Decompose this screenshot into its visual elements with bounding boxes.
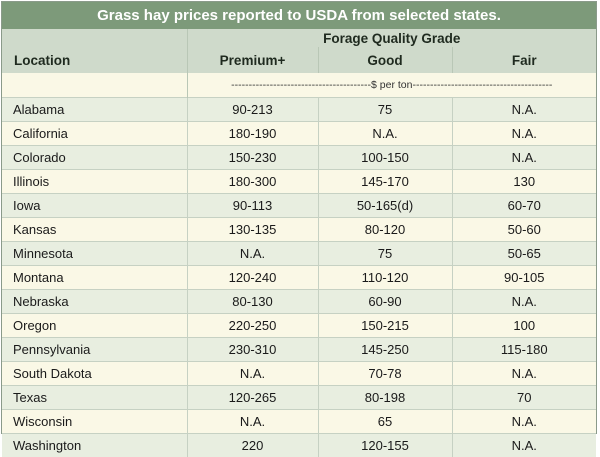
premium-cell: 220	[187, 434, 318, 457]
good-cell: 75	[318, 242, 452, 266]
fair-cell: N.A.	[452, 290, 596, 314]
fair-cell: N.A.	[452, 410, 596, 434]
units-label: ----------------------------------------…	[187, 73, 596, 98]
location-cell: Wisconsin	[2, 410, 187, 434]
fair-cell: N.A.	[452, 362, 596, 386]
premium-cell: 90-113	[187, 194, 318, 218]
fair-cell: N.A.	[452, 98, 596, 122]
good-cell: 150-215	[318, 314, 452, 338]
premium-header: Premium+	[187, 47, 318, 73]
good-cell: 100-150	[318, 146, 452, 170]
fair-cell: 100	[452, 314, 596, 338]
fair-cell: 70	[452, 386, 596, 410]
good-header: Good	[318, 47, 452, 73]
premium-cell: 180-300	[187, 170, 318, 194]
good-cell: 60-90	[318, 290, 452, 314]
location-cell: Minnesota	[2, 242, 187, 266]
hay-price-table-frame: Grass hay prices reported to USDA from s…	[1, 1, 597, 434]
fair-header: Fair	[452, 47, 596, 73]
premium-cell: 80-130	[187, 290, 318, 314]
premium-cell: 90-213	[187, 98, 318, 122]
premium-cell: N.A.	[187, 362, 318, 386]
good-cell: 145-170	[318, 170, 452, 194]
good-cell: 120-155	[318, 434, 452, 457]
premium-cell: 120-265	[187, 386, 318, 410]
fair-cell: N.A.	[452, 122, 596, 146]
location-cell: Colorado	[2, 146, 187, 170]
premium-cell: 150-230	[187, 146, 318, 170]
group-header: Forage Quality Grade	[187, 29, 596, 47]
fair-cell: 115-180	[452, 338, 596, 362]
fair-cell: 90-105	[452, 266, 596, 290]
good-cell: 65	[318, 410, 452, 434]
units-spacer	[2, 73, 187, 98]
location-cell: Iowa	[2, 194, 187, 218]
good-cell: N.A.	[318, 122, 452, 146]
location-header: Location	[2, 47, 187, 73]
location-cell: Pennsylvania	[2, 338, 187, 362]
header-spacer	[2, 29, 187, 47]
location-cell: Montana	[2, 266, 187, 290]
premium-cell: 230-310	[187, 338, 318, 362]
location-cell: Illinois	[2, 170, 187, 194]
premium-cell: N.A.	[187, 410, 318, 434]
premium-cell: 120-240	[187, 266, 318, 290]
good-cell: 50-165(d)	[318, 194, 452, 218]
location-cell: California	[2, 122, 187, 146]
premium-cell: 130-135	[187, 218, 318, 242]
fair-cell: 130	[452, 170, 596, 194]
location-cell: Alabama	[2, 98, 187, 122]
premium-cell: 220-250	[187, 314, 318, 338]
price-table: Forage Quality Grade Location Premium+ G…	[2, 29, 596, 457]
premium-cell: 180-190	[187, 122, 318, 146]
location-cell: Texas	[2, 386, 187, 410]
fair-cell: 60-70	[452, 194, 596, 218]
location-cell: Nebraska	[2, 290, 187, 314]
good-cell: 75	[318, 98, 452, 122]
premium-cell: N.A.	[187, 242, 318, 266]
fair-cell: N.A.	[452, 146, 596, 170]
table-title: Grass hay prices reported to USDA from s…	[2, 2, 596, 29]
good-cell: 110-120	[318, 266, 452, 290]
good-cell: 80-120	[318, 218, 452, 242]
fair-cell: N.A.	[452, 434, 596, 457]
location-cell: Washington	[2, 434, 187, 457]
location-cell: Oregon	[2, 314, 187, 338]
fair-cell: 50-65	[452, 242, 596, 266]
location-cell: Kansas	[2, 218, 187, 242]
good-cell: 70-78	[318, 362, 452, 386]
fair-cell: 50-60	[452, 218, 596, 242]
location-cell: South Dakota	[2, 362, 187, 386]
good-cell: 80-198	[318, 386, 452, 410]
good-cell: 145-250	[318, 338, 452, 362]
